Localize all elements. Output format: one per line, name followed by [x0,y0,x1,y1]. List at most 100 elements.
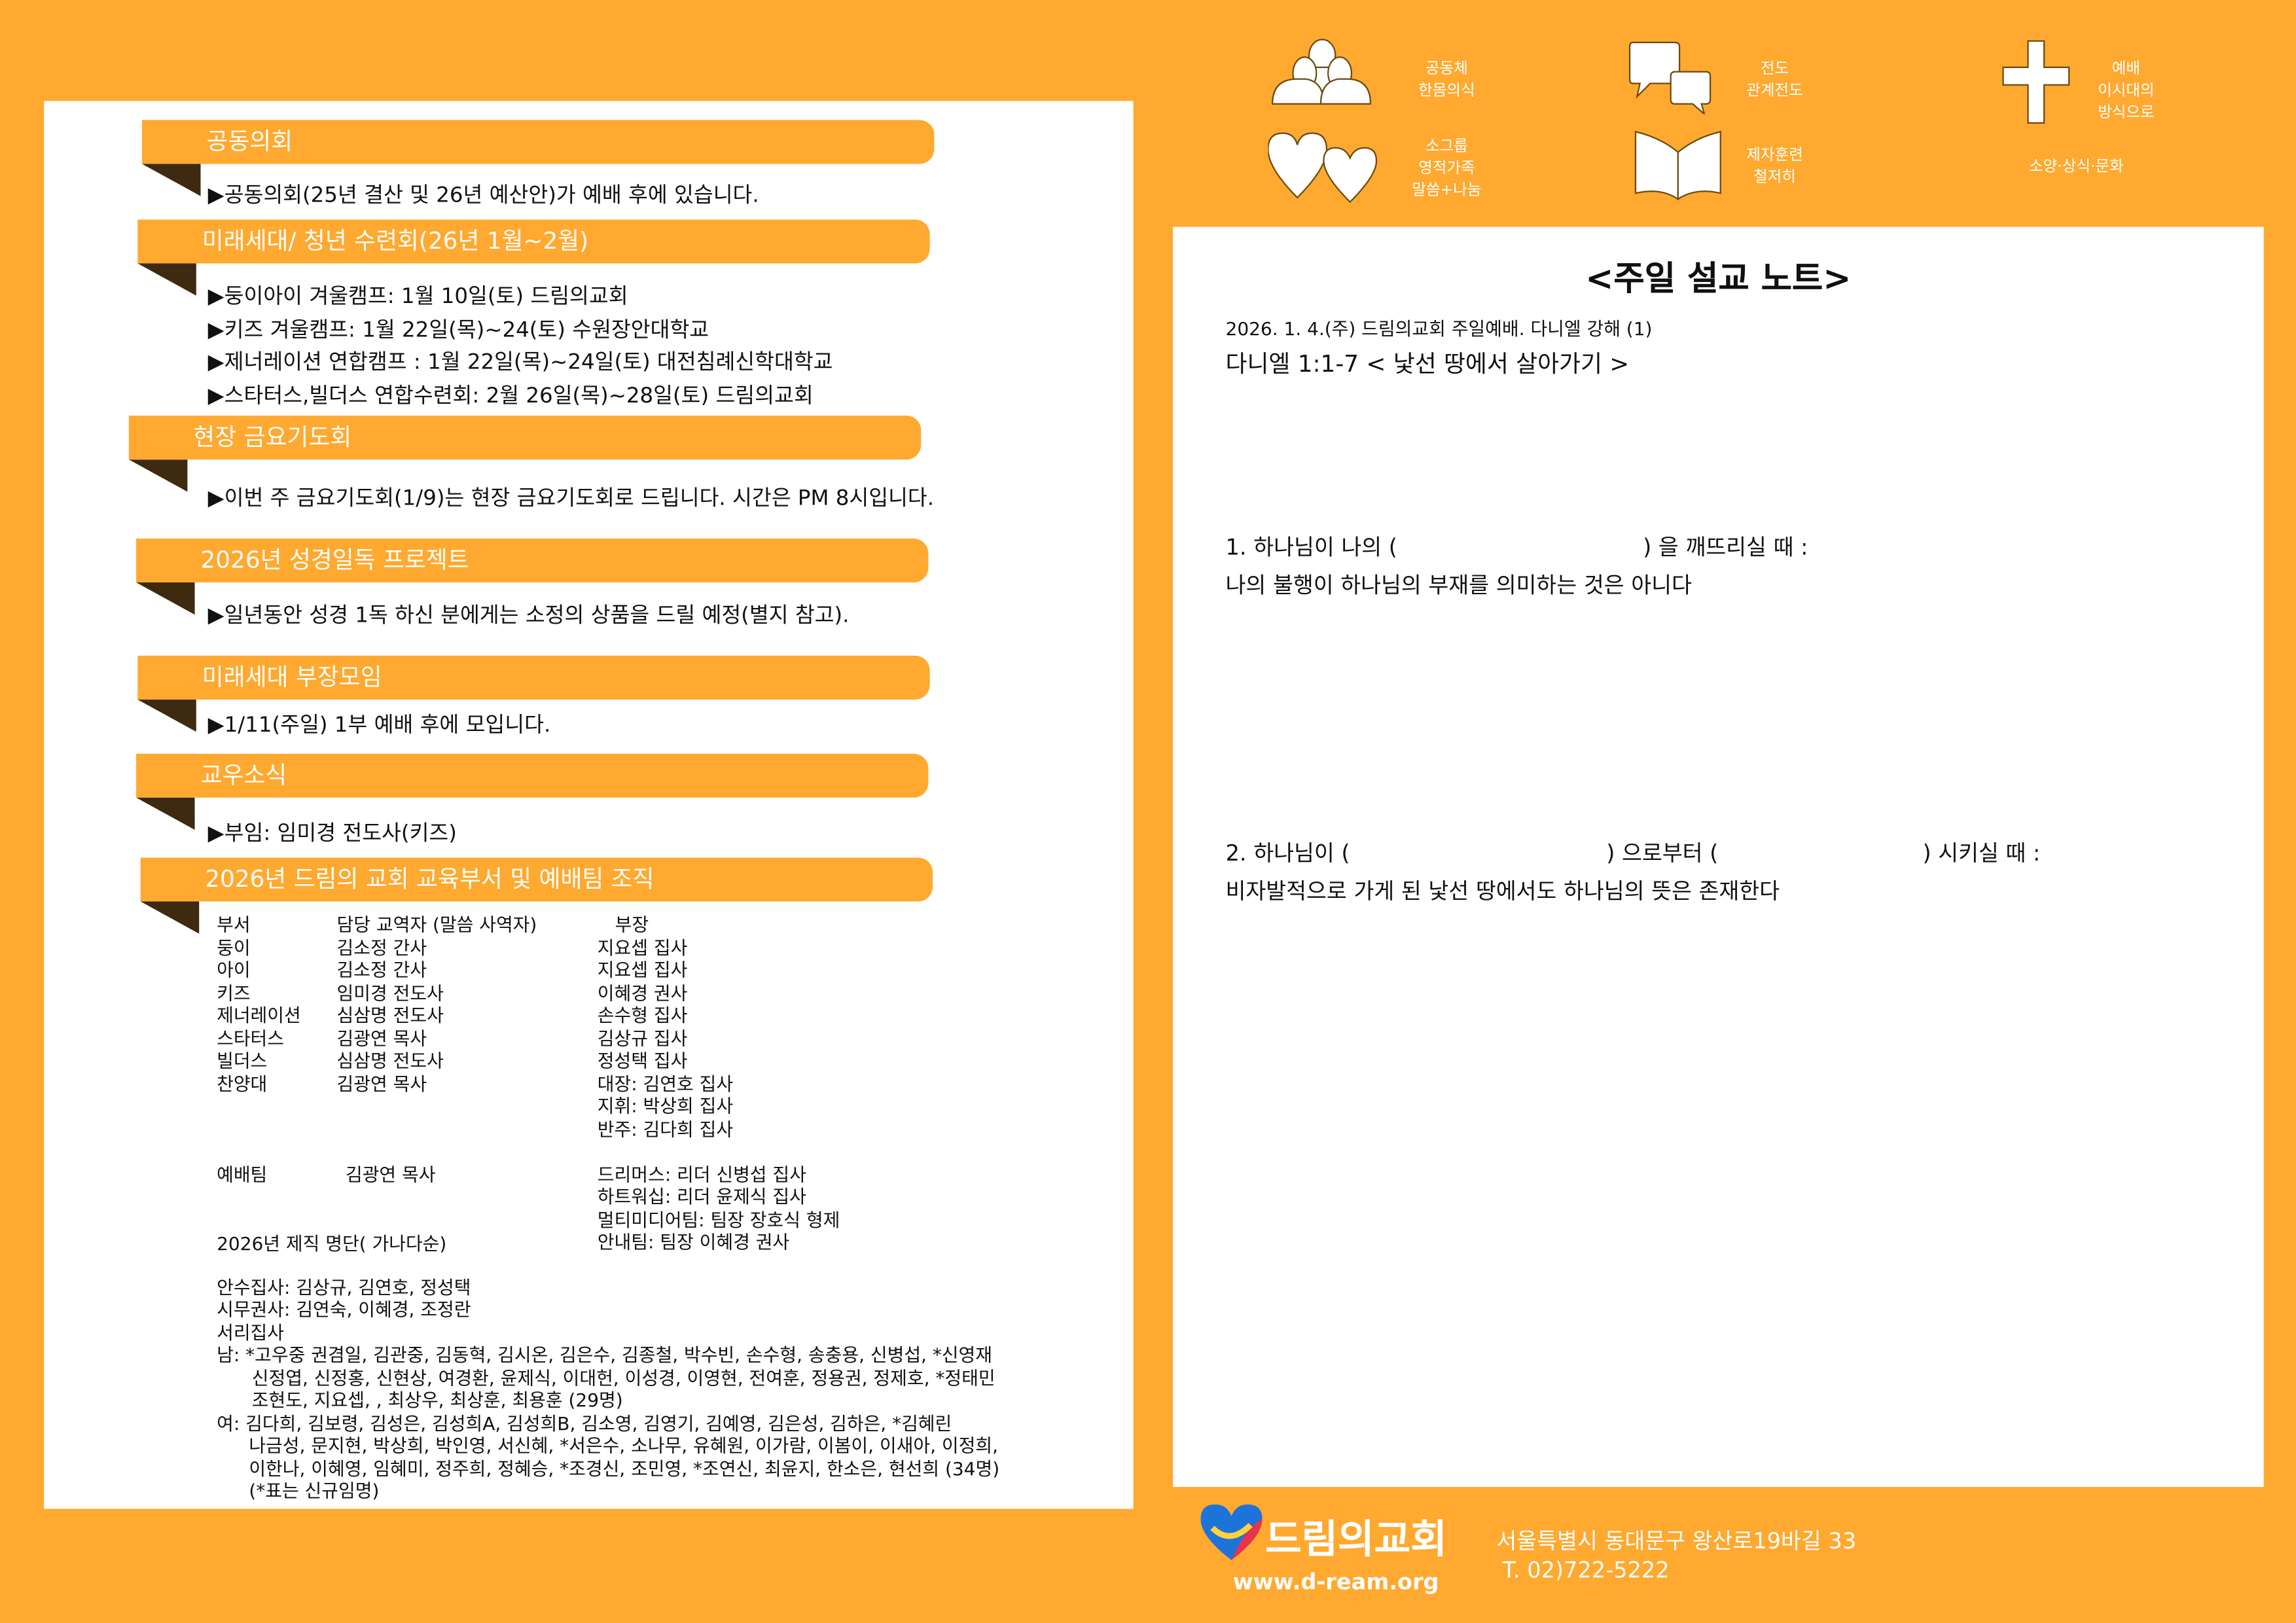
table-cell: 스타터스 [217,1026,285,1049]
church-phone: T. 02)722-5222 [1502,1557,1670,1584]
point-2-mid: ) 으로부터 ( [1606,840,1719,866]
section-fold [136,797,195,830]
point-2-end: ) 시키실 때 : [1922,840,2041,866]
section-header: 공동의회 [142,120,935,164]
table-cell: 안내팀: 팀장 이혜경 권사 [597,1230,790,1253]
roster-title: 2026년 제직 명단( 가나다순) [217,1232,447,1255]
table-cell: 예배팀 [217,1162,268,1185]
announcement-item: ▶공동의회(25년 결산 및 26년 예산안)가 예배 후에 있습니다. [207,184,759,208]
sermon-passage: 다니엘 1:1-7 < 낯선 땅에서 살아가기 > [1225,349,1630,378]
sermon-meta: 2026. 1. 4.(주) 드림의교회 주일예배. 다니엘 강해 (1) [1225,317,1653,340]
roster-line: 이한나, 이혜영, 임혜미, 정주희, 정혜승, *조경신, 조민영, *조연신… [249,1457,1000,1480]
table-cell: 김광연 목사 [336,1026,427,1049]
value-subtitle: 한몸의식 [1418,82,1475,100]
table-cell: 김광연 목사 [336,1072,427,1094]
value-subtitle: 관계전도 [1746,82,1803,100]
section-fold [136,582,195,615]
value-title: 예배 [2111,60,2141,78]
section-header: 교우소식 [136,753,929,798]
table-cell: 김상규 집사 [597,1026,688,1049]
section-header: 2026년 드림의 교회 교육부서 및 예배팀 조직 [140,857,933,902]
section-fold [140,901,200,934]
table-cell: 손수형 집사 [597,1004,688,1026]
table-cell: 김광연 목사 [345,1162,436,1185]
section-fold [128,459,188,492]
announcement-item: ▶키즈 겨울캠프: 1월 22일(목)~24(토) 수원장안대학교 [207,319,709,343]
roster-line: 서리집사 [217,1321,285,1344]
cross-icon [2002,40,2070,124]
announcement-item: ▶1/11(주일) 1부 예배 후에 모입니다. [207,714,551,738]
table-cell: 심삼명 전도사 [336,1049,444,1071]
value-subtitle: 영적가족 말씀+나눔 [1412,159,1482,200]
table-cell: 아이 [217,958,251,981]
section-header: 2026년 성경일독 프로젝트 [136,538,929,583]
table-cell: 심삼명 전도사 [336,1004,444,1026]
section-header: 미래세대/ 청년 수련회(26년 1월~2월) [137,219,930,264]
value-title: 전도 [1760,60,1789,78]
hearts-icon [1268,132,1378,204]
table-cell: 빌더스 [217,1049,268,1071]
roster-line: 남: *고우중 권겸일, 김관중, 김동혁, 김시온, 김은수, 김종철, 박수… [217,1343,993,1366]
section-header: 미래세대 부장모임 [137,655,930,700]
table-cell: 멀티미디어팀: 팀장 장호식 형제 [597,1208,840,1230]
table-cell: 김소정 간사 [336,936,427,958]
roster-line: 여: 김다희, 김보령, 김성은, 김성희A, 김성희B, 김소영, 김영기, … [217,1412,952,1435]
table-cell: 키즈 [217,981,251,1003]
value-title: 제자훈련 [1746,146,1803,164]
table-cell: 임미경 전도사 [336,981,444,1003]
section-fold [142,164,201,196]
point-2-start: 2. 하나님이 ( [1225,840,1350,866]
sermon-title: <주일 설교 노트> [1585,260,1852,299]
table-header: 부장 [615,913,649,935]
table-cell: 지요셉 집사 [597,936,688,958]
roster-line: 조현도, 지요셉, , 최상우, 최상훈, 최용훈 (29명) [251,1389,623,1411]
value-title: 소양·상식·문화 [2029,158,2124,176]
table-cell: 제너레이션 [217,1004,301,1026]
table-cell: 김소정 간사 [336,958,427,981]
point-2-text: 비자발적으로 가게 된 낯선 땅에서도 하나님의 뜻은 존재한다 [1225,878,1780,905]
church-name: 드림의교회 [1265,1518,1447,1563]
church-url[interactable]: www.d-ream.org [1232,1569,1439,1596]
roster-line: 시무권사: 김연숙, 이혜경, 조정란 [217,1298,471,1321]
table-header: 담당 교역자 (말씀 사역자) [336,913,537,935]
roster-line: (*표는 신규임명) [249,1479,380,1502]
value-label: 소그룹 영적가족 말씀+나눔 [1412,136,1481,202]
point-1-start: 1. 하나님이 나의 ( [1225,534,1397,561]
section-fold [137,699,196,732]
table-header: 부서 [217,913,251,935]
sermon-note-panel: <주일 설교 노트> 2026. 1. 4.(주) 드림의교회 주일예배. 다니… [1172,226,2264,1488]
announcement-item: ▶스타터스,빌더스 연합수련회: 2월 26일(목)~28일(토) 드림의교회 [207,385,814,408]
table-cell: 드리머스: 리더 신병섭 집사 [597,1162,806,1185]
point-1-text: 나의 불행이 하나님의 부재를 의미하는 것은 아니다 [1225,572,1692,599]
roster-line: 나금성, 문지현, 박상희, 박인영, 서신혜, *서은수, 소나무, 유혜원,… [249,1434,998,1457]
value-label: 소양·상식·문화 [2029,156,2124,179]
announcement-item: ▶일년동안 성경 1독 하신 분에게는 소정의 상품을 드릴 예정(별지 참고)… [207,604,850,628]
value-subtitle: 이시대의 방식으로 [2098,82,2155,122]
table-cell: 대장: 김연호 집사 [597,1072,734,1094]
news-panel: 공동의회 ▶공동의회(25년 결산 및 26년 예산안)가 예배 후에 있습니다.… [44,101,1134,1509]
table-cell: 지요셉 집사 [597,958,688,981]
roster-line: 안수집사: 김상규, 김연호, 정성택 [217,1276,471,1298]
section-header: 현장 금요기도회 [128,416,922,460]
announcement-item: ▶부임: 임미경 전도사(키즈) [207,822,457,846]
table-cell: 찬양대 [217,1072,268,1094]
announcement-item: ▶제너레이션 연합캠프 : 1월 22일(목)~24일(토) 대전침례신학대학교 [207,351,833,375]
value-subtitle: 철저히 [1753,168,1796,187]
people-icon [1272,39,1372,105]
announcement-item: ▶이번 주 금요기도회(1/9)는 현장 금요기도회로 드립니다. 시간은 PM… [207,487,935,511]
section-fold [137,263,196,296]
church-logo-heart-icon [1200,1504,1263,1560]
point-1-end: ) 을 깨뜨리실 때 : [1643,534,1808,561]
table-cell: 둥이 [217,936,251,958]
value-title: 공동체 [1425,60,1468,78]
book-icon [1634,130,1721,201]
announcement-item: ▶둥이아이 겨울캠프: 1월 10일(토) 드림의교회 [207,285,628,309]
church-address: 서울특별시 동대문구 왕산로19바길 33 [1496,1527,1857,1554]
table-cell: 하트워십: 리더 윤제식 집사 [597,1185,806,1207]
table-cell: 반주: 김다희 집사 [597,1117,734,1139]
table-cell: 지휘: 박상희 집사 [597,1094,734,1117]
table-cell: 정성택 집사 [597,1049,688,1071]
